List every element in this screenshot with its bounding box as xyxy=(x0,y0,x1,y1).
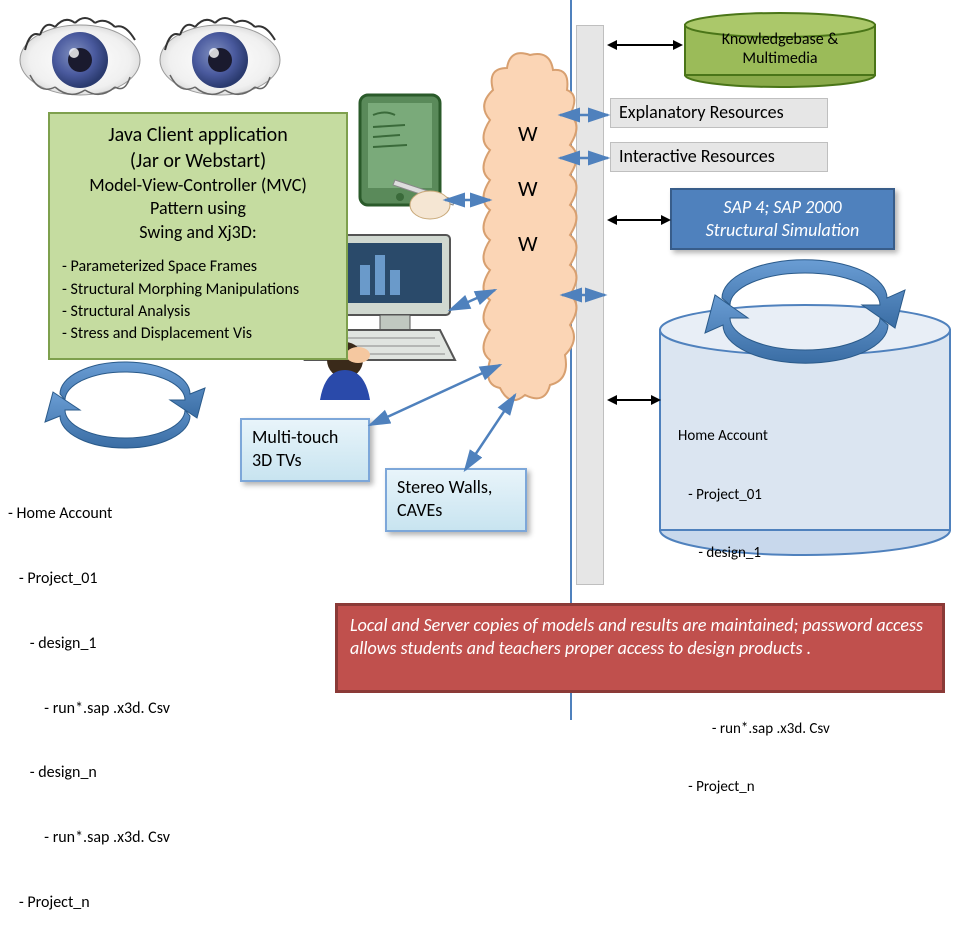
java-client-box: Java Client application (Jar or Webstart… xyxy=(48,112,348,360)
circular-arrows-right xyxy=(680,250,930,370)
arrow-cylinder xyxy=(605,390,665,410)
bottom-note: Local and Server copies of models and re… xyxy=(335,603,945,693)
java-title-2: (Jar or Webstart) xyxy=(58,148,338,174)
sap-box: SAP 4; SAP 2000 Structural Simulation xyxy=(670,188,895,250)
stereo-box: Stereo Walls, CAVEs xyxy=(385,468,527,532)
arrow-kb xyxy=(605,35,685,55)
www-w1: W xyxy=(518,120,538,147)
java-line-3: Swing and Xj3D: xyxy=(58,221,338,244)
home-account-left: - Home Account - Project_01 - design_1 -… xyxy=(8,460,170,935)
java-line-2: Pattern using xyxy=(58,197,338,220)
java-bullet-1: - Parameterized Space Frames xyxy=(62,256,338,278)
circular-arrows-left xyxy=(25,350,225,460)
java-bullet-2: - Structural Morphing Manipulations xyxy=(62,279,338,301)
explanatory-box: Explanatory Resources xyxy=(610,98,828,128)
tablet-clipart xyxy=(335,85,465,225)
eyes-graphic xyxy=(10,5,290,125)
www-w2: W xyxy=(518,175,538,202)
multitouch-box: Multi-touch 3D TVs xyxy=(240,418,370,482)
java-title-1: Java Client application xyxy=(58,122,338,148)
arrow-sap xyxy=(605,210,675,230)
java-bullet-4: - Stress and Displacement Vis xyxy=(62,323,338,345)
interactive-box: Interactive Resources xyxy=(610,142,828,172)
knowledgebase-text: Knowledgebase & Multimedia xyxy=(690,30,870,68)
java-bullet-3: - Structural Analysis xyxy=(62,301,338,323)
java-line-1: Model-View-Controller (MVC) xyxy=(58,174,338,197)
www-w3: W xyxy=(518,230,538,257)
